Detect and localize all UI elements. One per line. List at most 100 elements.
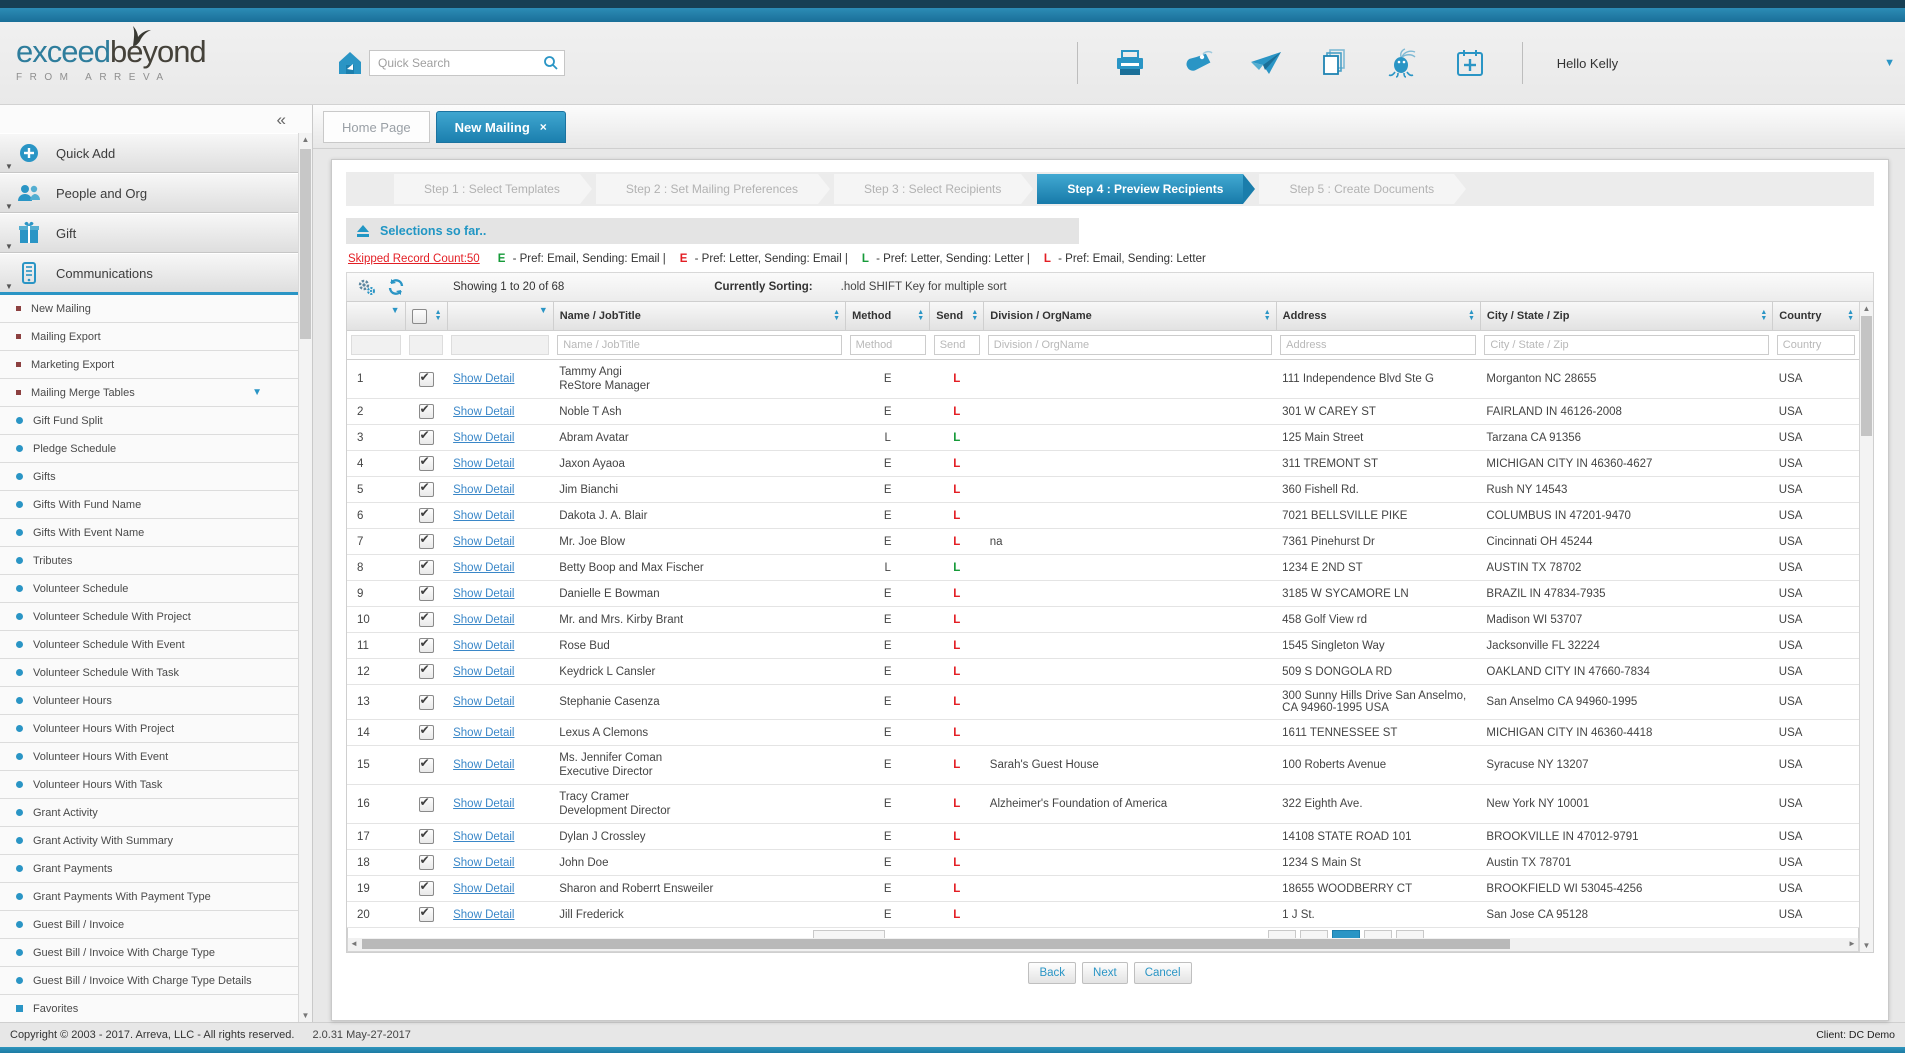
sidebar-menu-item[interactable]: Volunteer Hours With Task ▼ (0, 771, 312, 799)
sidebar-menu-item[interactable]: Marketing Export ▼ (0, 351, 312, 379)
show-detail-link[interactable]: Show Detail (453, 373, 515, 385)
filter-name-input[interactable] (557, 335, 842, 355)
calendar-add-icon[interactable] (1450, 46, 1490, 80)
selections-label[interactable]: Selections so far.. (380, 224, 487, 238)
column-method[interactable]: Method ▲ ▼ (845, 302, 931, 331)
tab-new-mailing[interactable]: New Mailing × (435, 111, 566, 143)
row-checkbox[interactable]: ✔ (418, 480, 434, 497)
row-checkbox[interactable]: ✔ (418, 879, 434, 896)
tab-close-icon[interactable]: × (539, 120, 547, 134)
filter-address-input[interactable] (1280, 335, 1477, 355)
row-checkbox[interactable]: ✔ (418, 853, 434, 870)
wizard-step[interactable]: Step 3 : Select Recipients (833, 174, 1034, 204)
show-detail-link[interactable]: Show Detail (453, 639, 515, 652)
refresh-icon[interactable] (385, 277, 407, 297)
pagination-prev-button[interactable] (1300, 930, 1328, 938)
show-detail-link[interactable]: Show Detail (453, 431, 515, 444)
scrollbar-thumb[interactable] (362, 939, 1510, 949)
selections-bar[interactable]: Selections so far.. (346, 218, 1080, 244)
page-size-select[interactable] (813, 930, 885, 938)
scroll-up-icon[interactable]: ▲ (1862, 304, 1871, 313)
sort-icon[interactable]: ▲ ▼ (1467, 309, 1475, 322)
row-checkbox[interactable]: ✔ (418, 428, 434, 445)
scrollbar-thumb[interactable] (1861, 316, 1872, 436)
sidebar-menu-item[interactable]: Guest Bill / Invoice With Charge Type ▼ (0, 939, 312, 967)
sidebar-menu-item[interactable]: Grant Activity ▼ (0, 799, 312, 827)
column-row-number[interactable]: ▼ (347, 302, 406, 331)
sidebar-menu-item[interactable]: Volunteer Hours With Event ▼ (0, 743, 312, 771)
search-icon[interactable] (543, 55, 559, 71)
show-detail-link[interactable]: Show Detail (453, 665, 515, 678)
wizard-step[interactable]: Step 5 : Create Documents (1259, 174, 1466, 204)
sidebar-section-gift[interactable]: Gift ▼ (0, 213, 312, 253)
row-checkbox[interactable]: ✔ (418, 370, 434, 387)
sidebar-menu-item[interactable]: Pledge Schedule ▼ (0, 435, 312, 463)
show-detail-link[interactable]: Show Detail (453, 587, 515, 600)
tag-icon[interactable] (1178, 46, 1218, 80)
sidebar-menu-item[interactable]: Tributes ▼ (0, 547, 312, 575)
sidebar-scrollbar[interactable]: ▲ ▼ (298, 133, 312, 1022)
sidebar-menu-item[interactable]: Favorites ▼ (0, 995, 312, 1022)
sidebar-menu-item[interactable]: Grant Payments With Payment Type ▼ (0, 883, 312, 911)
column-menu-icon[interactable]: ▼ (538, 305, 548, 315)
sidebar-menu-item[interactable]: Mailing Export ▼ (0, 323, 312, 351)
row-checkbox[interactable]: ✔ (418, 532, 434, 549)
grid-settings-icon[interactable] (355, 277, 377, 297)
scroll-down-icon[interactable]: ▼ (301, 1011, 310, 1020)
vertical-scrollbar[interactable]: ▲ ▼ (1859, 302, 1873, 952)
sidebar-menu-item[interactable]: Gifts With Fund Name ▼ (0, 491, 312, 519)
tab-home-page[interactable]: Home Page (323, 111, 430, 143)
column-address[interactable]: Address ▲ ▼ (1276, 302, 1481, 331)
sidebar-section-communications[interactable]: Communications ▼ (0, 253, 312, 295)
sort-icon[interactable]: ▲ ▼ (971, 309, 979, 322)
show-detail-link[interactable]: Show Detail (453, 882, 515, 895)
sidebar-collapse-button[interactable]: « (276, 109, 286, 129)
show-detail-link[interactable]: Show Detail (453, 405, 515, 418)
pagination-next-button[interactable] (1364, 930, 1392, 938)
user-menu-caret-icon[interactable]: ▼ (1884, 57, 1895, 69)
sidebar-menu-item[interactable]: Guest Bill / Invoice With Charge Type De… (0, 967, 312, 995)
filter-send-input[interactable] (933, 335, 980, 355)
filter-division-input[interactable] (987, 335, 1273, 355)
sort-icon[interactable]: ▲ ▼ (1760, 309, 1768, 322)
pagination-page-button[interactable] (1332, 930, 1360, 938)
select-all-checkbox[interactable] (411, 308, 427, 324)
show-detail-link[interactable]: Show Detail (453, 759, 515, 771)
sidebar-section-people-and-org[interactable]: People and Org ▼ (0, 173, 312, 213)
sidebar-menu-item[interactable]: Guest Bill / Invoice ▼ (0, 911, 312, 939)
show-detail-link[interactable]: Show Detail (453, 613, 515, 626)
sidebar-menu-item[interactable]: Mailing Merge Tables ▼ (0, 379, 312, 407)
row-checkbox[interactable]: ✔ (418, 795, 434, 812)
item-dropdown-icon[interactable]: ▼ (252, 387, 262, 398)
column-send[interactable]: Send ▲ ▼ (929, 302, 985, 331)
home-icon[interactable] (335, 49, 365, 77)
sidebar-menu-item[interactable]: Volunteer Schedule With Task ▼ (0, 659, 312, 687)
pagination-first-button[interactable] (1268, 930, 1296, 938)
show-detail-link[interactable]: Show Detail (453, 856, 515, 869)
show-detail-link[interactable]: Show Detail (453, 457, 515, 470)
show-detail-link[interactable]: Show Detail (453, 509, 515, 522)
sidebar-menu-item[interactable]: Volunteer Schedule With Event ▼ (0, 631, 312, 659)
row-checkbox[interactable]: ✔ (418, 636, 434, 653)
row-checkbox[interactable]: ✔ (418, 756, 434, 773)
column-select-all[interactable]: ▲ ▼ (405, 302, 448, 331)
collapse-eject-icon[interactable] (356, 224, 370, 238)
column-detail[interactable]: ▼ (447, 302, 554, 331)
sidebar-section-quick-add[interactable]: Quick Add ▼ (0, 133, 312, 173)
sort-icon[interactable]: ▲ ▼ (1263, 309, 1271, 322)
show-detail-link[interactable]: Show Detail (453, 726, 515, 739)
column-menu-icon[interactable]: ▼ (390, 305, 400, 315)
row-checkbox[interactable]: ✔ (418, 506, 434, 523)
show-detail-link[interactable]: Show Detail (453, 696, 515, 708)
sort-icon[interactable]: ▲ ▼ (1847, 309, 1854, 322)
filter-country-input[interactable] (1776, 335, 1855, 355)
filter-city-input[interactable] (1484, 335, 1769, 355)
column-division-orgname[interactable]: Division / OrgName ▲ ▼ (983, 302, 1277, 331)
row-checkbox[interactable]: ✔ (418, 584, 434, 601)
sort-icon[interactable]: ▲ ▼ (917, 309, 925, 322)
sidebar-menu-item[interactable]: New Mailing ▼ (0, 295, 312, 323)
user-greeting[interactable]: Hello Kelly (1556, 55, 1619, 71)
sidebar-menu-item[interactable]: Gift Fund Split ▼ (0, 407, 312, 435)
column-name-jobtitle[interactable]: Name / JobTitle ▲ ▼ (553, 302, 847, 331)
wizard-step[interactable]: Step 4 : Preview Recipients (1037, 174, 1256, 204)
